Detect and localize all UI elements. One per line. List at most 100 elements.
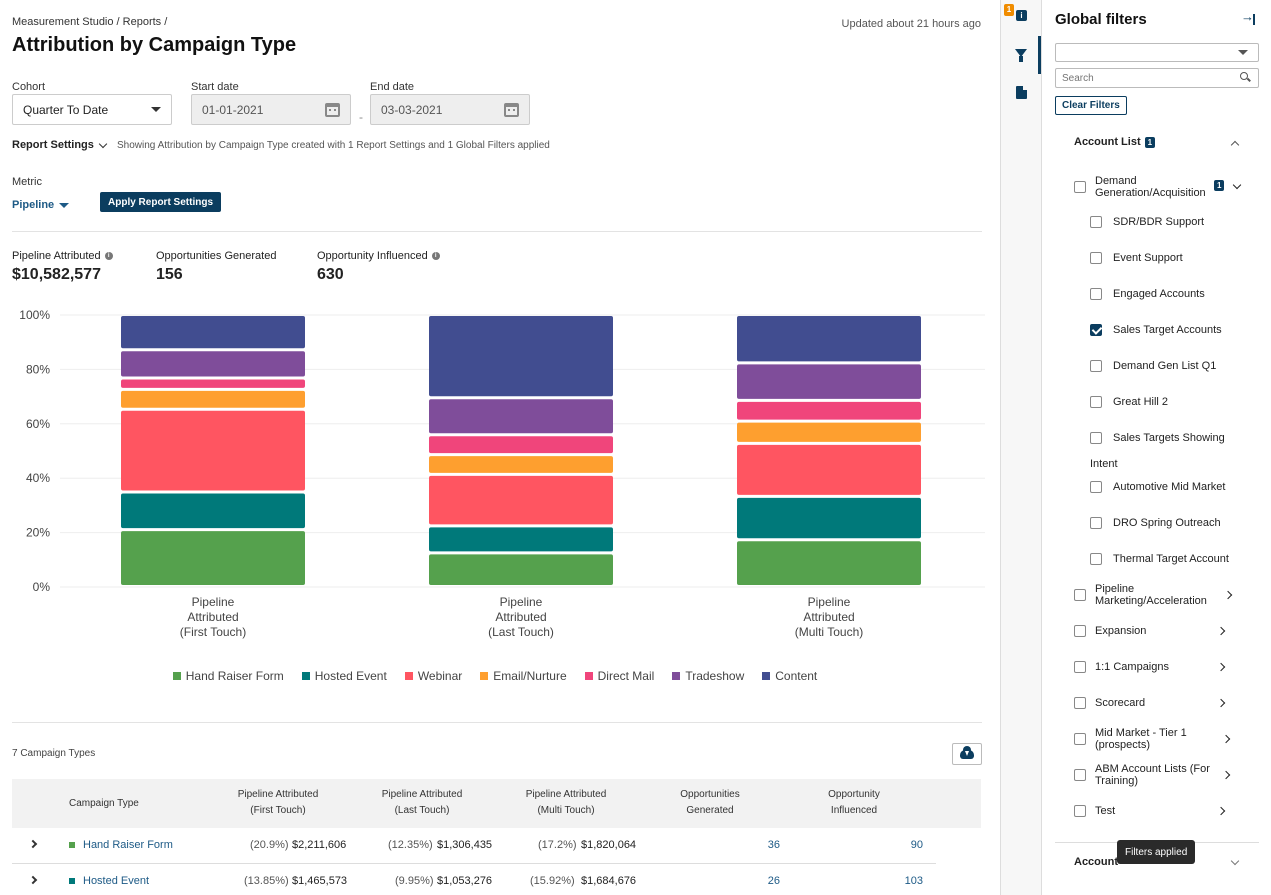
filter-select[interactable]: [1055, 43, 1259, 62]
cell-last-pct: (9.95%): [395, 875, 434, 887]
group-checkbox[interactable]: [1074, 661, 1086, 673]
filter-item-label[interactable]: Demand Gen List Q1: [1113, 360, 1217, 372]
legend-item[interactable]: Direct Mail: [584, 669, 654, 683]
collapse-panel-icon[interactable]: [1241, 9, 1255, 25]
legend-item[interactable]: Hosted Event: [301, 669, 387, 683]
filter-item-label[interactable]: DRO Spring Outreach: [1113, 517, 1221, 529]
info-icon[interactable]: i: [104, 252, 113, 260]
filter-checkbox[interactable]: [1090, 432, 1102, 444]
row-campaign-link[interactable]: Hand Raiser Form: [83, 839, 173, 851]
filter-item-label[interactable]: Event Support: [1113, 252, 1183, 264]
th-line: (First Touch): [250, 805, 306, 816]
divider: [12, 231, 982, 232]
cell-opps[interactable]: 36: [767, 839, 780, 851]
group-checkbox[interactable]: [1074, 769, 1086, 781]
filter-checkbox[interactable]: [1090, 517, 1102, 529]
group-label[interactable]: 1:1 Campaigns: [1095, 661, 1169, 673]
cell-first-val: $2,211,606: [292, 839, 347, 851]
chevron-right-icon[interactable]: [1216, 806, 1226, 816]
filter-item-label[interactable]: Sales Target Accounts: [1113, 324, 1222, 336]
filter-checkbox[interactable]: [1090, 252, 1102, 264]
account-section[interactable]: Account: [1074, 856, 1118, 868]
th-opps-generated[interactable]: Opportunities Generated: [650, 787, 770, 819]
filter-search-input[interactable]: [1055, 68, 1259, 88]
info-icon[interactable]: i: [1016, 10, 1027, 21]
chevron-right-icon[interactable]: [1216, 698, 1226, 708]
apply-report-settings-button[interactable]: Apply Report Settings: [100, 192, 222, 212]
report-settings-toggle[interactable]: Report Settings: [12, 139, 108, 151]
chevron-right-icon[interactable]: [1216, 626, 1226, 636]
group-checkbox[interactable]: [1074, 589, 1086, 601]
legend-item[interactable]: Email/Nurture: [480, 669, 567, 683]
filter-checkbox[interactable]: [1090, 553, 1102, 565]
info-icon[interactable]: i: [431, 252, 440, 260]
th-campaign-type[interactable]: Campaign Type: [69, 798, 139, 809]
filter-checkbox[interactable]: [1090, 396, 1102, 408]
cohort-select[interactable]: Quarter To Date: [12, 94, 172, 125]
legend-item[interactable]: Webinar: [404, 669, 462, 683]
chevron-up-icon[interactable]: [1230, 140, 1240, 150]
group-label[interactable]: ABM Account Lists (For Training): [1095, 763, 1210, 787]
account-list-section[interactable]: Account List 1: [1074, 136, 1156, 148]
calendar-icon[interactable]: [504, 102, 519, 117]
chevron-right-icon[interactable]: [1223, 590, 1233, 600]
filter-item-label[interactable]: Engaged Accounts: [1113, 288, 1205, 300]
filter-item-label[interactable]: Sales Targets Showing: [1113, 432, 1225, 444]
cell-influenced[interactable]: 103: [904, 875, 923, 887]
cell-last-val: $1,053,276: [437, 875, 493, 887]
divider: [12, 722, 982, 723]
metric-select[interactable]: Pipeline: [12, 199, 70, 211]
legend-item[interactable]: Tradeshow: [672, 669, 744, 683]
bar-segment: [737, 541, 921, 585]
chevron-right-icon[interactable]: [1221, 734, 1231, 744]
download-button[interactable]: [952, 743, 982, 765]
filter-checkbox[interactable]: [1090, 216, 1102, 228]
calendar-icon[interactable]: [325, 102, 340, 117]
group-checkbox[interactable]: [1074, 805, 1086, 817]
cell-opps[interactable]: 26: [767, 875, 780, 887]
document-icon[interactable]: [1016, 86, 1027, 99]
th-line: Pipeline Attributed: [237, 789, 319, 800]
filter-item-label[interactable]: SDR/BDR Support: [1113, 216, 1205, 228]
filter-item-label[interactable]: Automotive Mid Market: [1113, 481, 1226, 493]
cell-influenced[interactable]: 90: [910, 839, 923, 851]
chevron-down-icon[interactable]: [1230, 856, 1240, 866]
group-label[interactable]: Expansion: [1095, 625, 1147, 637]
th-last-touch[interactable]: Pipeline Attributed (Last Touch): [362, 787, 482, 819]
filter-checkbox[interactable]: [1090, 324, 1102, 336]
row-campaign-link[interactable]: Hosted Event: [83, 875, 150, 887]
group-checkbox[interactable]: [1074, 181, 1086, 193]
bar-segment: [121, 410, 305, 491]
filter-checkbox[interactable]: [1090, 288, 1102, 300]
breadcrumb[interactable]: Measurement Studio / Reports /: [12, 16, 168, 28]
legend-item[interactable]: Hand Raiser Form: [172, 669, 284, 683]
filter-funnel-icon[interactable]: [1015, 49, 1027, 62]
search-icon[interactable]: [1240, 72, 1248, 80]
chevron-right-icon[interactable]: [1221, 770, 1231, 780]
cell-first-pct: (13.85%): [244, 875, 289, 887]
group-checkbox[interactable]: [1074, 697, 1086, 709]
expand-row-icon[interactable]: [28, 839, 38, 849]
expand-row-icon[interactable]: [28, 875, 38, 885]
group-label[interactable]: Test: [1095, 805, 1116, 817]
filter-checkbox[interactable]: [1090, 360, 1102, 372]
th-first-touch[interactable]: Pipeline Attributed (First Touch): [218, 787, 338, 819]
group-checkbox[interactable]: [1074, 733, 1086, 745]
group-checkbox[interactable]: [1074, 625, 1086, 637]
chevron-down-icon[interactable]: [1232, 180, 1242, 190]
end-date-input[interactable]: 03-03-2021: [370, 94, 530, 125]
group-label[interactable]: Pipeline Marketing/Acceleration: [1095, 583, 1207, 607]
cell-first-pct: (20.9%): [250, 839, 289, 851]
legend-item[interactable]: Content: [762, 669, 817, 683]
filter-item-label[interactable]: Great Hill 2: [1113, 396, 1169, 408]
th-opp-influenced[interactable]: Opportunity Influenced: [794, 787, 914, 819]
kpi-influenced-value: 630: [317, 266, 344, 283]
group-label[interactable]: Mid Market - Tier 1 (prospects): [1095, 727, 1187, 751]
start-date-input[interactable]: 01-01-2021: [191, 94, 351, 125]
group-label[interactable]: Scorecard: [1095, 697, 1146, 709]
filter-item-label[interactable]: Thermal Target Account: [1113, 553, 1229, 565]
filter-checkbox[interactable]: [1090, 481, 1102, 493]
clear-filters-button[interactable]: Clear Filters: [1055, 96, 1127, 115]
chevron-right-icon[interactable]: [1216, 662, 1226, 672]
th-multi-touch[interactable]: Pipeline Attributed (Multi Touch): [506, 787, 626, 819]
